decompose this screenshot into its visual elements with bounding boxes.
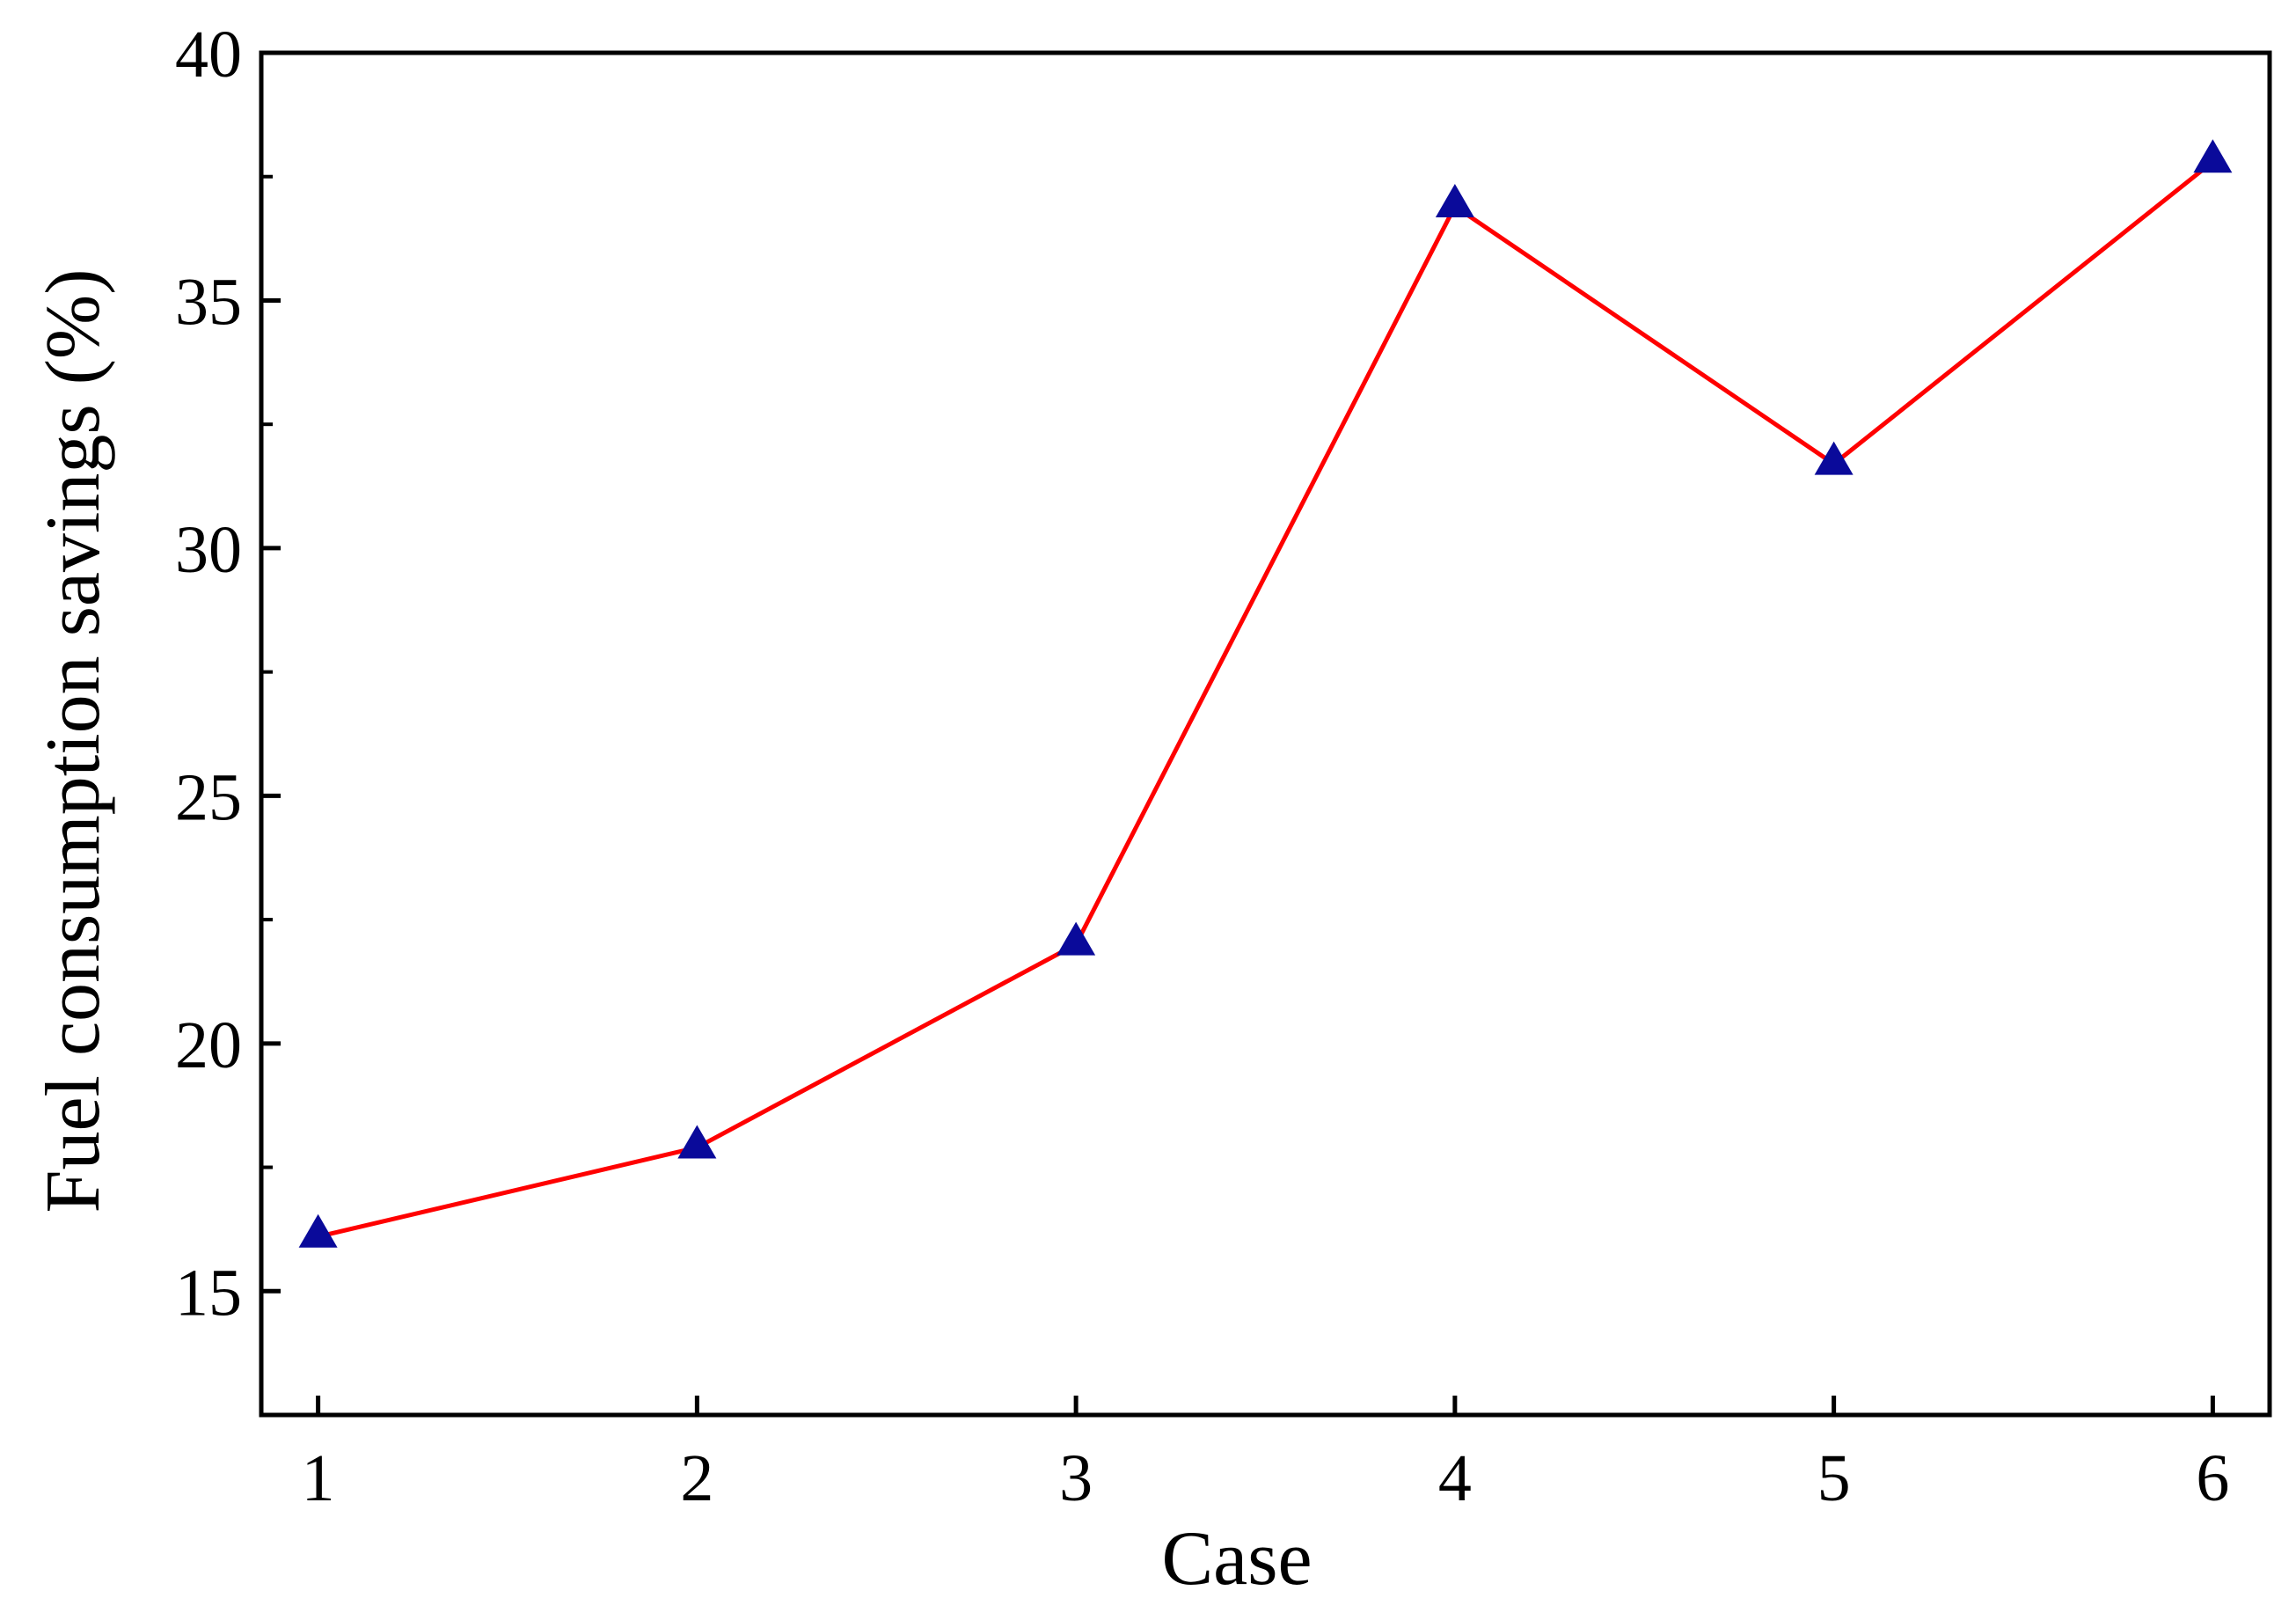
data-point-marker [2193, 139, 2233, 173]
y-tick-label: 40 [175, 18, 242, 92]
data-point-marker [1814, 441, 1854, 475]
series-line [318, 159, 2214, 1239]
data-point-marker [298, 1213, 338, 1248]
tick-labels: 15 20 25 30 35 40 1 2 3 4 5 6 [175, 18, 2229, 1515]
y-tick-label: 15 [175, 1256, 242, 1330]
data-point-marker [677, 1125, 717, 1159]
x-tick-label: 4 [1438, 1441, 1472, 1515]
y-tick-label: 20 [175, 1008, 242, 1082]
x-tick-label: 1 [302, 1441, 335, 1515]
y-axis-title: Fuel consumption savings (%) [31, 268, 116, 1213]
x-tick-label: 3 [1059, 1441, 1093, 1515]
y-tick-label: 30 [175, 513, 242, 587]
series-marker-layer [298, 139, 2233, 1248]
x-axis-title: Case [1161, 1516, 1312, 1598]
data-point-marker [1435, 183, 1474, 217]
y-tick-label: 35 [175, 265, 242, 339]
plot-area-frame [259, 50, 2272, 1418]
data-point-marker [1057, 921, 1096, 956]
x-tick-label: 6 [2196, 1441, 2229, 1515]
series-line-layer [318, 159, 2214, 1239]
axis-ticks [261, 50, 2215, 1415]
x-tick-label: 5 [1817, 1441, 1851, 1515]
y-tick-label: 25 [175, 760, 242, 834]
x-tick-label: 2 [680, 1441, 713, 1515]
